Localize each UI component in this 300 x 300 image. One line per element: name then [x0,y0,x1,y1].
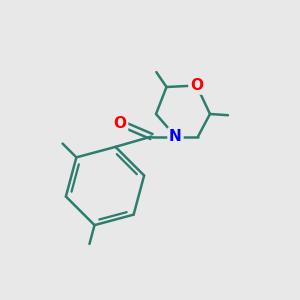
Text: N: N [169,129,182,144]
Text: O: O [190,78,203,93]
Text: O: O [113,116,127,130]
